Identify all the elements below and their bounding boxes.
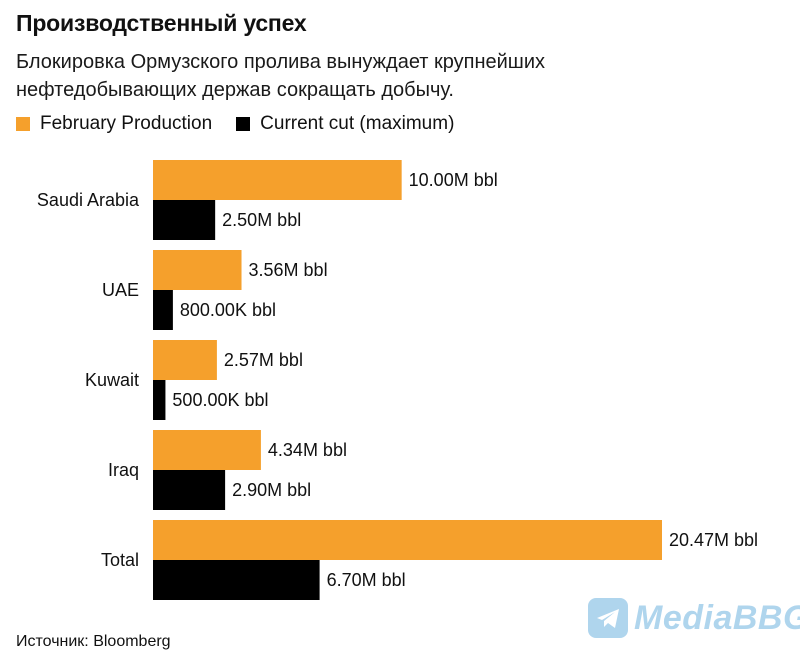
value-label-current-iraq: 2.90M bbl <box>232 480 311 500</box>
bar-february-total <box>153 520 662 560</box>
bar-current-total <box>153 560 320 600</box>
source-note: Источник: Bloomberg <box>16 633 171 650</box>
legend: February Production Current cut (maximum… <box>16 113 478 135</box>
legend-swatch-current <box>236 117 251 131</box>
legend-item-current: Current cut (maximum) <box>236 113 454 135</box>
bar-february-saudi-arabia <box>153 160 402 200</box>
category-label-iraq: Iraq <box>108 460 139 480</box>
telegram-icon <box>588 598 628 638</box>
category-label-kuwait: Kuwait <box>85 370 139 390</box>
watermark: MediaBBG <box>588 598 800 638</box>
value-label-current-saudi-arabia: 2.50M bbl <box>222 210 301 230</box>
chart-subtitle: Блокировка Ормузского пролива вынуждает … <box>16 51 546 101</box>
legend-label-february: February Production <box>40 113 213 134</box>
bar-february-iraq <box>153 430 261 470</box>
bar-current-iraq <box>153 470 226 510</box>
value-label-february-kuwait: 2.57M bbl <box>224 350 303 370</box>
value-label-february-saudi-arabia: 10.00M bbl <box>409 170 498 190</box>
legend-item-february: February Production <box>16 113 212 135</box>
bar-february-kuwait <box>153 340 217 380</box>
value-label-february-total: 20.47M bbl <box>669 530 758 550</box>
category-label-saudi-arabia: Saudi Arabia <box>37 190 140 210</box>
value-label-february-iraq: 4.34M bbl <box>268 440 347 460</box>
category-label-uae: UAE <box>102 280 139 300</box>
category-label-total: Total <box>101 550 139 570</box>
bar-february-uae <box>153 250 242 290</box>
value-label-current-uae: 800.00K bbl <box>180 300 276 320</box>
value-label-february-uae: 3.56M bbl <box>249 260 328 280</box>
bar-current-uae <box>153 290 173 330</box>
value-label-current-total: 6.70M bbl <box>327 570 406 590</box>
value-label-current-kuwait: 500.00K bbl <box>172 390 268 410</box>
bar-chart: Saudi Arabia 10.00M bbl 2.50M bbl UAE 3.56M … <box>37 160 758 600</box>
legend-swatch-february <box>16 117 30 131</box>
bar-current-saudi-arabia <box>153 200 216 240</box>
bar-current-kuwait <box>153 380 166 420</box>
legend-label-current: Current cut (maximum) <box>260 113 455 134</box>
watermark-text: MediaBBG <box>634 598 800 637</box>
chart-title: Производственный успех <box>16 10 307 36</box>
